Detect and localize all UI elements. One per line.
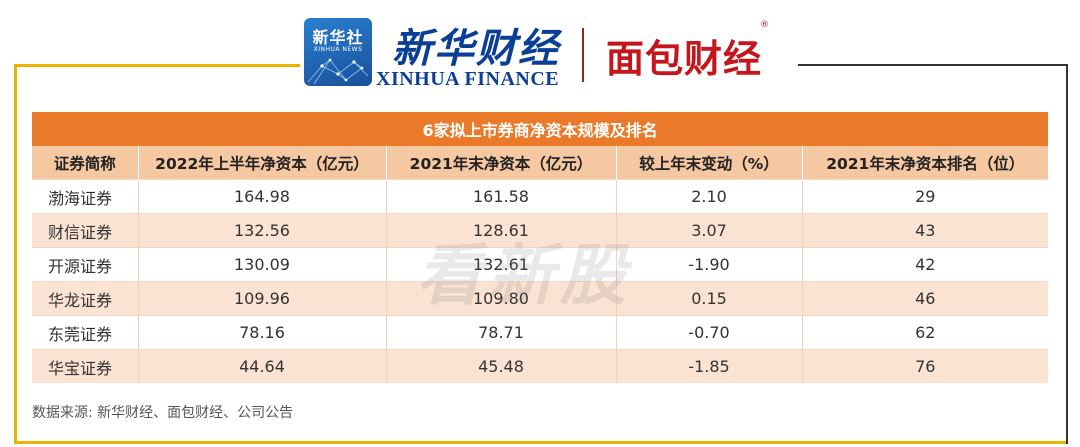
cell-rank: 76 [802,349,1049,383]
cell-name: 开源证券 [32,247,139,282]
cell-change: -1.90 [616,247,803,282]
cell-rank: 62 [802,315,1049,350]
frame-left-line [14,64,17,444]
cell-h1-2022: 44.64 [138,349,387,383]
frame-top-right-line [798,64,1068,66]
xinhua-finance-logo-cn: 新华财经 [392,25,560,72]
cell-rank: 42 [802,247,1049,282]
cell-end-2021: 161.58 [386,179,617,214]
badge-subtext: XINHUA NEWS [313,46,363,53]
cell-name: 华宝证券 [32,349,139,383]
cell-end-2021: 109.80 [386,281,617,316]
mianbao-finance-logo: 面包财经 [606,37,763,81]
table-title-row: 6家拟上市券商净资本规模及排名 [32,112,1049,146]
cell-name: 东莞证券 [32,315,139,350]
net-capital-table: 6家拟上市券商净资本规模及排名 证券简称 2022年上半年净资本（亿元） 202… [32,112,1049,383]
frame-top-left-line [14,64,300,67]
cell-h1-2022: 132.56 [138,213,387,248]
cell-change: -1.85 [616,349,803,383]
frame-right-line [1066,64,1068,444]
cell-rank: 29 [802,179,1049,214]
cell-change: 3.07 [616,213,803,248]
table-row: 华宝证券 44.64 45.48 -1.85 76 [32,349,1049,383]
cell-name: 渤海证券 [32,179,139,214]
registered-mark: ® [760,20,769,30]
frame-bottom-line [14,441,1068,444]
cell-end-2021: 45.48 [386,349,617,383]
logo-divider [582,28,584,82]
cell-change: 2.10 [616,179,803,214]
table-row: 华龙证券 109.96 109.80 0.15 46 [32,281,1049,316]
xinhua-news-badge-logo: 新华社 XINHUA NEWS [304,18,372,86]
cell-h1-2022: 109.96 [138,281,387,316]
cell-name: 华龙证券 [32,281,139,316]
cell-h1-2022: 78.16 [138,315,387,350]
cell-rank: 46 [802,281,1049,316]
cell-rank: 43 [802,213,1049,248]
cell-end-2021: 128.61 [386,213,617,248]
column-header-change: 较上年末变动（%） [616,146,803,180]
badge-text: 新华社 [312,28,364,47]
table-row: 开源证券 130.09 132.61 -1.90 42 [32,247,1049,282]
column-header-rank: 2021年末净资本排名（位） [802,146,1049,180]
net-capital-table-container: 6家拟上市券商净资本规模及排名 证券简称 2022年上半年净资本（亿元） 202… [32,112,1049,383]
xinhua-finance-logo-en: XINHUA FINANCE [376,68,560,90]
cell-end-2021: 132.61 [386,247,617,282]
table-row: 东莞证券 78.16 78.71 -0.70 62 [32,315,1049,350]
data-source-note: 数据来源: 新华财经、面包财经、公司公告 [32,405,294,421]
table-title: 6家拟上市券商净资本规模及排名 [32,112,1049,146]
cell-h1-2022: 130.09 [138,247,387,282]
cell-h1-2022: 164.98 [138,179,387,214]
column-header-end-2021: 2021年末净资本（亿元） [386,146,617,180]
cell-end-2021: 78.71 [386,315,617,350]
table-row: 渤海证券 164.98 161.58 2.10 29 [32,179,1049,214]
column-header-name: 证券简称 [32,146,139,180]
table-row: 财信证券 132.56 128.61 3.07 43 [32,213,1049,248]
cell-name: 财信证券 [32,213,139,248]
cell-change: 0.15 [616,281,803,316]
table-header-row: 证券简称 2022年上半年净资本（亿元） 2021年末净资本（亿元） 较上年末变… [32,146,1049,180]
network-globe-icon [307,58,369,85]
column-header-h1-2022: 2022年上半年净资本（亿元） [138,146,387,180]
cell-change: -0.70 [616,315,803,350]
